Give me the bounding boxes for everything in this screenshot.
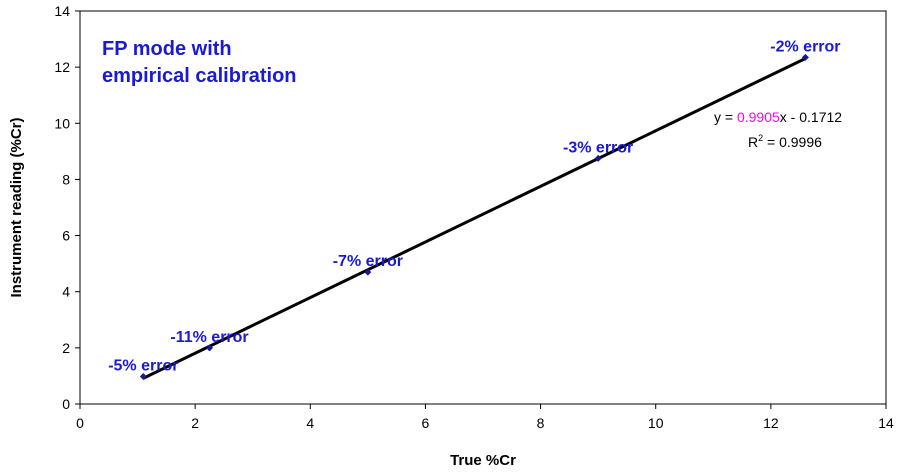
x-tick-label: 2	[191, 415, 199, 431]
x-tick-label: 8	[537, 415, 545, 431]
data-point	[594, 154, 602, 162]
y-tick-label: 2	[62, 340, 70, 356]
r-squared-value: = 0.9996	[763, 134, 822, 150]
data-point	[139, 372, 147, 380]
equation-slope: 0.9905	[737, 109, 780, 125]
x-axis-ticks: 0 2 4 6 8 10 12 14	[76, 404, 894, 431]
data-label: -2% error	[770, 38, 840, 55]
x-tick-label: 6	[422, 415, 430, 431]
trendline-equation: y = 0.9905x - 0.1712 R2 = 0.9996	[714, 109, 842, 150]
plot-area-frame	[79, 10, 887, 405]
data-labels: -5% error -11% error -7% error -3% error -2%…	[108, 38, 840, 374]
y-tick-label: 0	[62, 396, 70, 412]
y-tick-label: 6	[62, 228, 70, 244]
r-squared-base: R	[748, 134, 758, 150]
equation-text: y = 0.9905x - 0.1712	[714, 109, 842, 125]
data-label: -5% error	[108, 357, 178, 374]
data-label: -3% error	[563, 139, 633, 156]
r-squared-exponent: 2	[758, 133, 763, 143]
data-points	[139, 53, 809, 380]
x-tick-label: 0	[76, 415, 84, 431]
chart-title-line-1: FP mode with	[102, 38, 232, 60]
x-tick-label: 4	[306, 415, 314, 431]
axes	[79, 10, 887, 405]
y-tick-label: 10	[54, 115, 70, 131]
y-axis-title: Instrument reading (%Cr)	[8, 117, 25, 297]
equation-prefix: y =	[714, 109, 737, 125]
x-axis-title: True %Cr	[450, 452, 516, 469]
r-squared-text: R2 = 0.9996	[748, 133, 822, 150]
y-tick-label: 12	[54, 59, 70, 75]
y-axis-ticks: 0 2 4 6 8 10 12 14	[54, 3, 80, 412]
data-point	[364, 268, 372, 276]
data-point	[206, 344, 214, 352]
x-tick-label: 12	[763, 415, 779, 431]
chart-title-line-2: empirical calibration	[102, 65, 297, 87]
equation-suffix: x - 0.1712	[780, 109, 842, 125]
x-tick-label: 14	[878, 415, 894, 431]
data-label: -11% error	[170, 329, 248, 346]
data-label: -7% error	[333, 253, 403, 270]
trendline	[142, 57, 807, 380]
x-tick-label: 10	[648, 415, 664, 431]
data-point	[801, 53, 809, 61]
chart-title: FP mode with empirical calibration	[102, 38, 297, 87]
y-tick-label: 4	[62, 284, 70, 300]
y-tick-label: 8	[62, 171, 70, 187]
y-tick-label: 14	[54, 3, 70, 19]
